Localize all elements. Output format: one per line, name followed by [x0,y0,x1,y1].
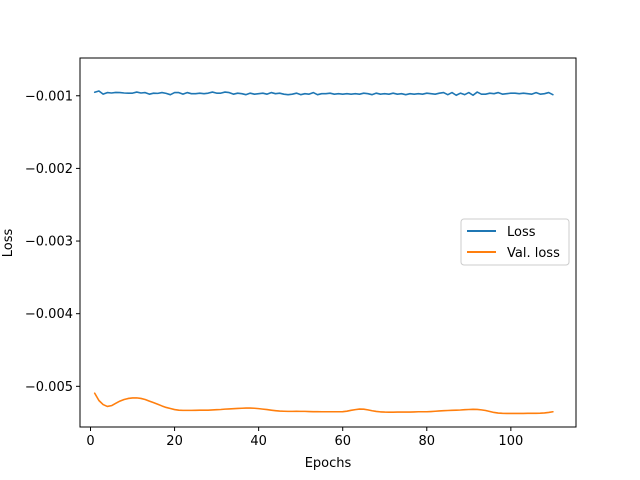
legend: Loss Val. loss [460,218,570,266]
x-tick-label: 100 [498,434,523,449]
x-tick-label: 20 [166,434,183,449]
legend-label-loss: Loss [507,225,536,240]
y-tick-label: −0.005 [25,380,73,395]
series-line-val-loss [93,392,554,415]
x-tick-label: 40 [250,434,267,449]
y-tick-label: −0.001 [25,89,73,104]
series-line-loss [93,90,554,97]
x-tick-label: 80 [419,434,436,449]
y-axis: −0.001 −0.002 −0.003 −0.004 −0.005 [25,89,80,395]
legend-label-val-loss: Val. loss [507,246,560,261]
y-tick-label: −0.004 [25,307,73,322]
y-tick-label: −0.002 [25,162,73,177]
axes-frame [79,57,577,428]
y-tick-label: −0.003 [25,235,73,250]
x-tick-label: 0 [86,434,94,449]
x-tick-label: 60 [334,434,351,449]
y-axis-label: Loss [1,229,16,258]
series-layer [93,90,554,415]
x-axis: 0 20 40 60 80 100 [86,427,523,449]
x-axis-label: Epochs [305,456,352,471]
